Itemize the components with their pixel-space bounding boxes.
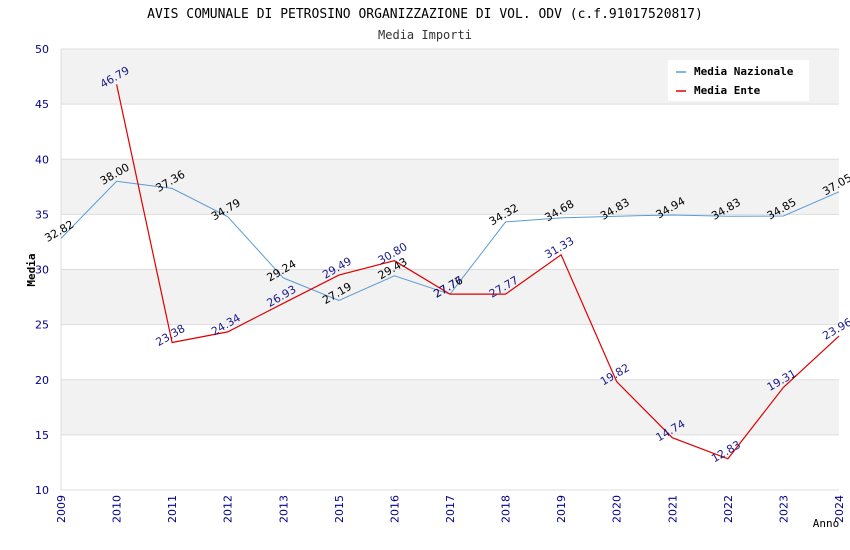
y-tick-label: 15 [35,429,49,442]
grid-lines [60,48,839,491]
x-tick-label: 2020 [611,495,624,523]
background-band [61,324,839,380]
y-tick-label: 35 [35,208,49,221]
background-band [61,379,839,435]
x-axis-ticks: 2009 2010 2011 2012 2013 2015 2016 2017 2018 2019… [55,495,846,523]
background-bands [61,49,839,490]
x-tick-label: 2016 [388,495,401,523]
x-tick-label: 2011 [166,495,179,523]
background-band [61,104,839,160]
x-tick-label: 2018 [500,495,513,523]
x-tick-label: 2022 [722,495,735,523]
background-band [61,159,839,215]
x-tick-label: 2019 [555,495,568,523]
background-band [61,434,839,490]
y-tick-label: 45 [35,98,49,111]
legend-label-ente: Media Ente [694,84,761,97]
legend-label-nazionale: Media Nazionale [694,65,794,78]
x-tick-label: 2010 [111,495,124,523]
y-tick-label: 25 [35,319,49,332]
x-tick-label: 2017 [444,495,457,523]
x-tick-label: 2012 [222,495,235,523]
x-axis-label: Anno [813,517,840,530]
y-tick-label: 20 [35,374,49,387]
x-tick-label: 2013 [277,495,290,523]
chart-title: AVIS COMUNALE DI PETROSINO ORGANIZZAZION… [147,7,703,22]
background-band [61,269,839,325]
chart-subtitle: Media Importi [378,28,472,42]
x-tick-label: 2021 [666,495,679,523]
x-tick-label: 2024 [833,495,846,523]
y-axis-ticks: 10 15 20 25 30 35 40 45 50 [35,43,49,497]
x-tick-label: 2023 [777,495,790,523]
series-line-ente [116,84,840,460]
x-tick-label: 2009 [55,495,68,523]
y-tick-label: 50 [35,43,49,56]
legend-box [668,60,809,101]
background-band [61,214,839,270]
series-lines [60,84,840,460]
y-tick-label: 30 [35,264,49,277]
y-axis-label: Media [25,253,38,286]
legend: Media Nazionale Media Ente [668,60,809,101]
y-tick-label: 40 [35,153,49,166]
x-tick-label: 2015 [333,495,346,523]
y-tick-label: 10 [35,484,49,497]
